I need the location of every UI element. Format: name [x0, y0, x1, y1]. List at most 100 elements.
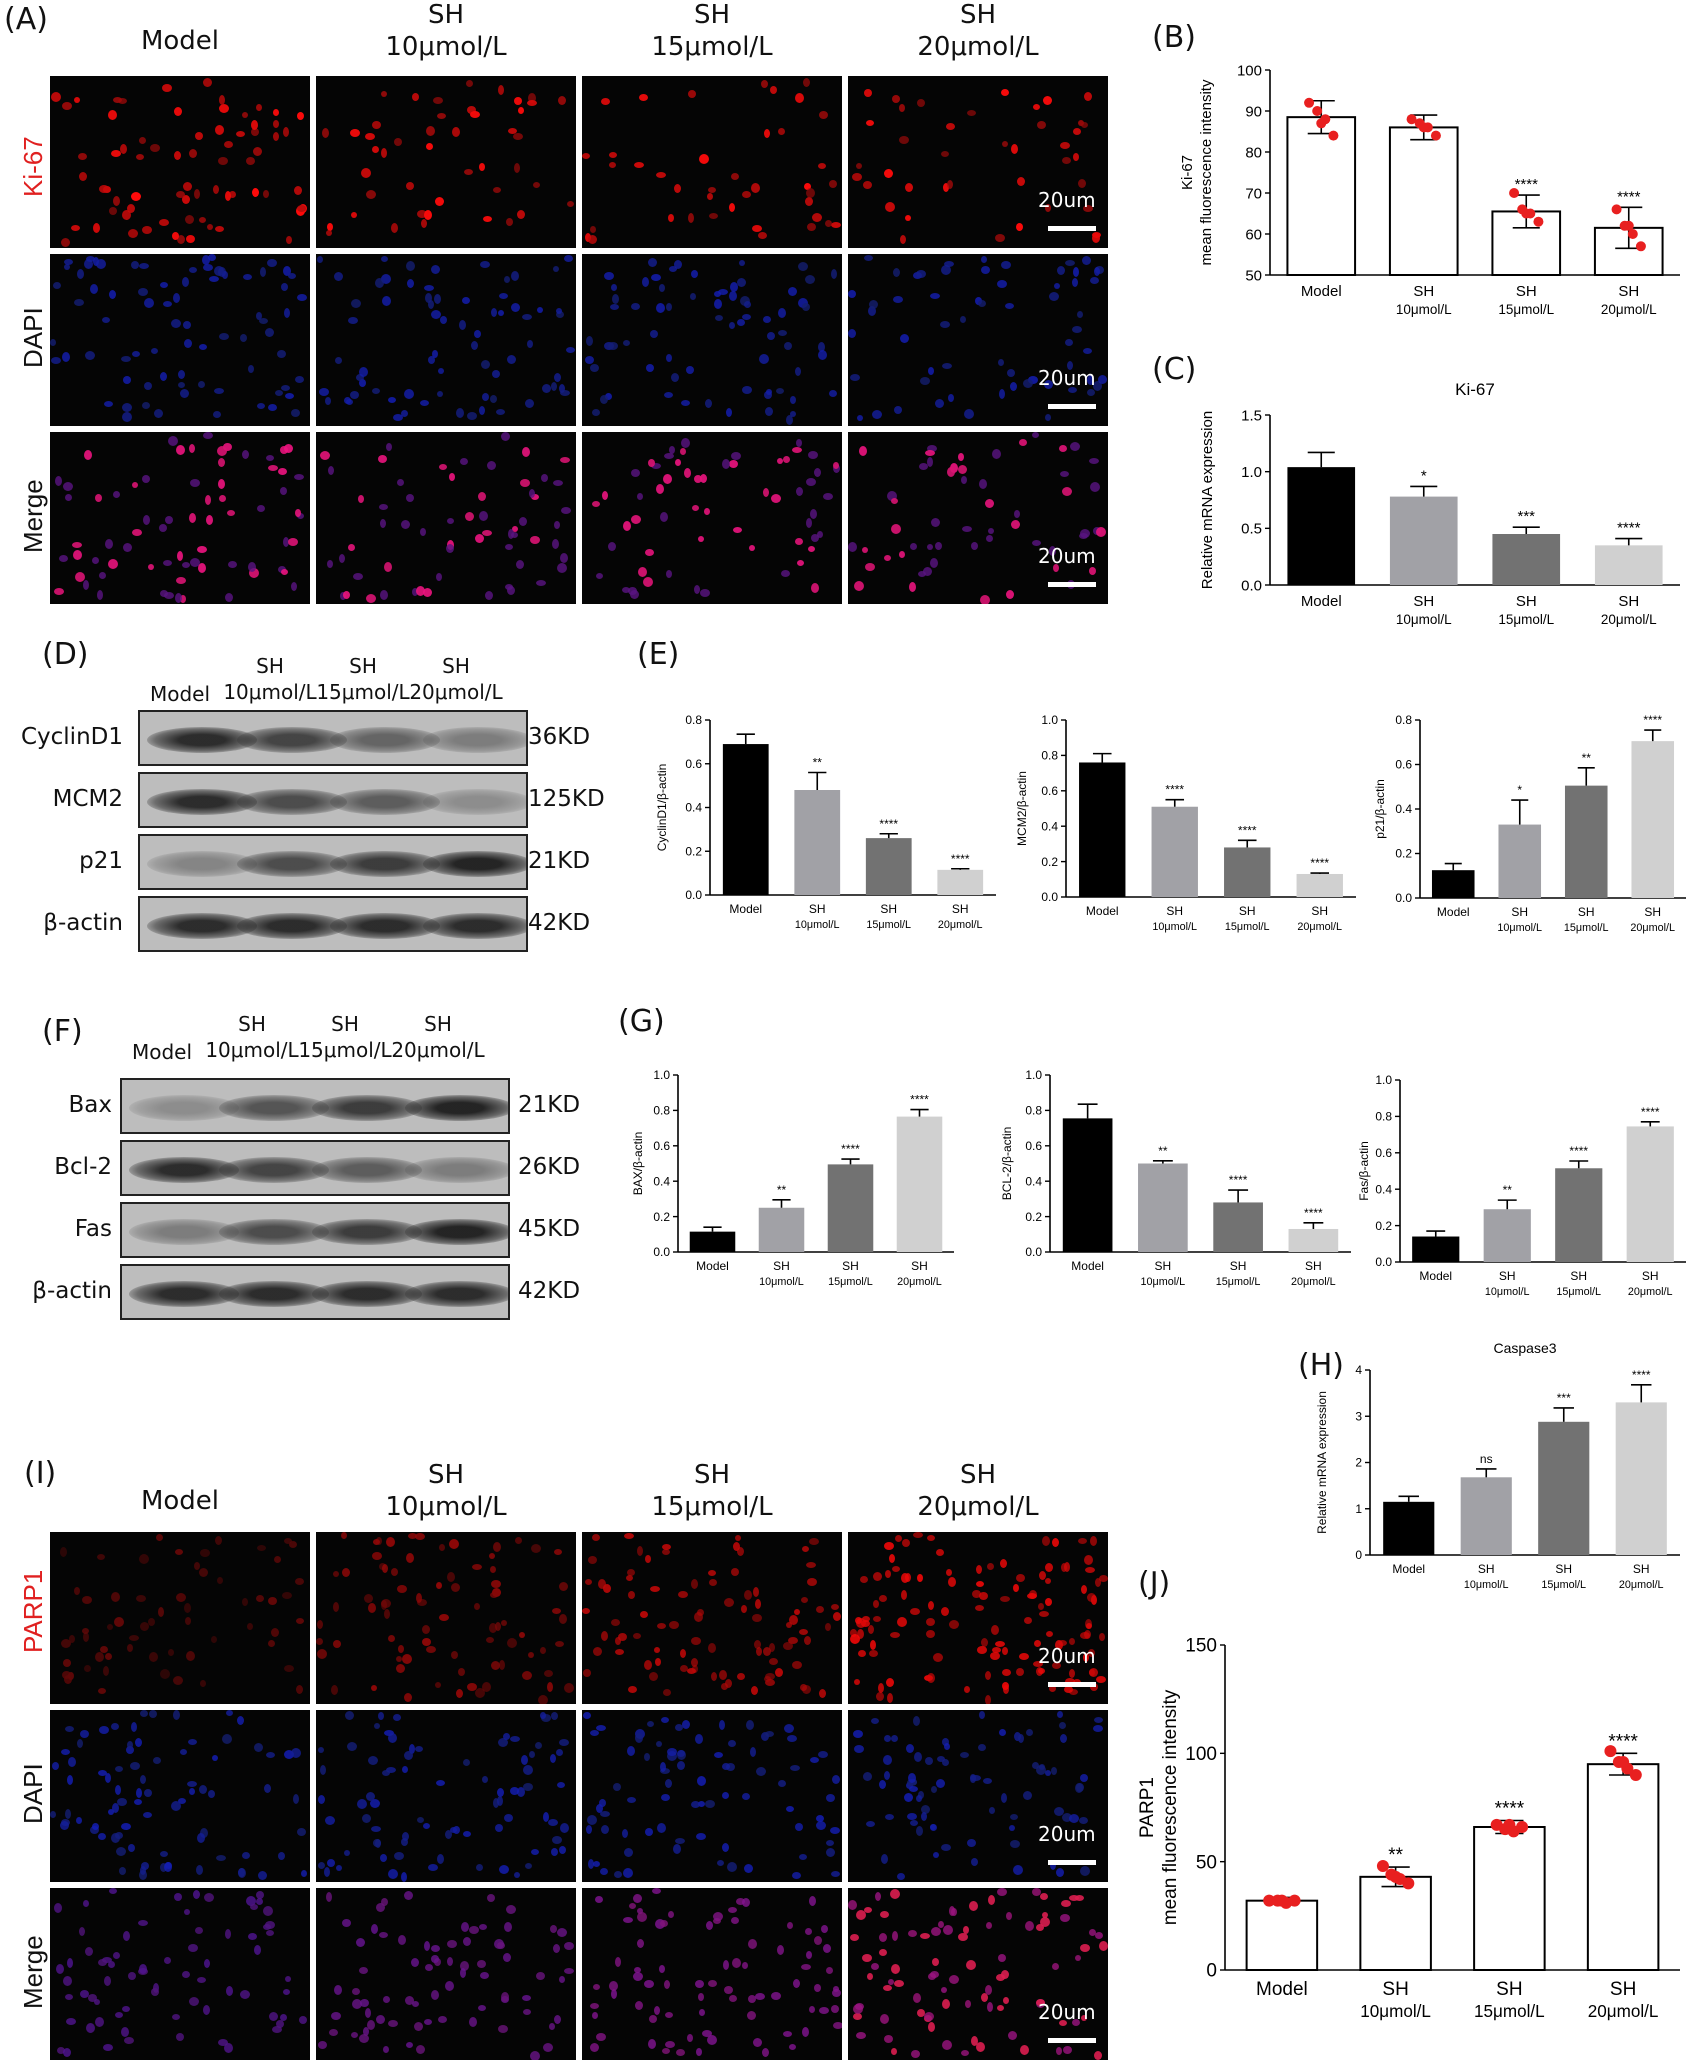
micrograph-dapi-2 — [582, 254, 842, 426]
bar — [1626, 1126, 1674, 1262]
micrograph-dapi-0 — [50, 1710, 310, 1882]
x-tick-label: SH — [1642, 1269, 1659, 1283]
data-point — [1328, 130, 1339, 141]
bar — [1389, 496, 1458, 585]
blot-strip-2 — [138, 834, 528, 890]
bar — [1564, 785, 1608, 898]
y-tick-label: 0.6 — [685, 757, 702, 771]
x-tick-label: SH — [952, 902, 969, 916]
column-header-2-line2: 15μmol/L — [651, 1492, 773, 1522]
y-tick-label: 0.2 — [1025, 1210, 1042, 1224]
x-tick-label: SH — [1610, 1979, 1636, 2000]
protein-label-3: β-actin — [43, 910, 123, 936]
mw-label-1: 26KD — [518, 1154, 581, 1180]
x-tick-label: 15μmol/L — [1216, 1276, 1261, 1288]
lane-label-2-line1: SH — [349, 654, 377, 678]
bar — [896, 1116, 943, 1252]
x-tick-label: Model — [1301, 283, 1342, 300]
x-tick-label: SH — [1413, 593, 1434, 610]
micrograph-parp1-3: 20um — [848, 1532, 1108, 1704]
x-tick-label: Model — [1437, 905, 1470, 919]
column-header-2-line1: SH — [693, 0, 731, 30]
y-axis-label: Fas/β-actin — [1357, 1141, 1371, 1201]
bar — [1555, 1168, 1603, 1262]
data-point — [1629, 1769, 1642, 1781]
y-tick-label: 0.6 — [1395, 758, 1412, 772]
x-tick-label: SH — [1499, 1269, 1516, 1283]
row-label-dapi: DAPI — [18, 307, 48, 368]
x-tick-label: SH — [773, 1259, 790, 1273]
x-tick-label: SH — [1633, 1562, 1650, 1576]
column-header-3-line1: SH — [959, 1460, 997, 1490]
x-tick-label: 10μmol/L — [759, 1276, 804, 1288]
y-tick-label: 4 — [1355, 1363, 1362, 1377]
significance-label: ns — [1480, 1452, 1493, 1466]
data-point — [1312, 106, 1323, 116]
column-header-2-line1: SH — [693, 1460, 731, 1490]
x-tick-label: SH — [880, 902, 897, 916]
bar — [1460, 1477, 1512, 1555]
y-tick-label: 70 — [1245, 185, 1262, 202]
significance-label: **** — [1238, 823, 1257, 837]
significance-label: ** — [1388, 1845, 1403, 1866]
chart-e-mcm2: 0.0 0.2 0.4 0.6 0.8 1.0 MCM2/β-actin Model **** S… — [1015, 713, 1356, 933]
micrograph-merge-3: 20um — [848, 1888, 1108, 2060]
bar — [1412, 1236, 1460, 1262]
bar — [1483, 1209, 1531, 1262]
significance-label: * — [1421, 467, 1427, 484]
chart-j-parp1-intensity: 0 50 100 150 PARP1 mean fluorescence intensit… — [1137, 1636, 1680, 2021]
significance-label: **** — [1617, 520, 1641, 537]
blot-band — [405, 1281, 508, 1307]
y-tick-label: 100 — [1185, 1744, 1217, 1765]
chart-title: Caspase3 — [1493, 1340, 1556, 1356]
mw-label-2: 21KD — [528, 848, 591, 874]
data-point — [1288, 1894, 1301, 1907]
row-label-dapi: DAPI — [18, 1763, 48, 1824]
x-tick-label: SH — [1478, 1562, 1495, 1576]
bar — [1615, 1402, 1667, 1555]
x-tick-label: 15μmol/L — [1556, 1286, 1601, 1298]
x-tick-label: SH — [1311, 904, 1328, 918]
y-axis-label: Relative mRNA expression — [1315, 1391, 1329, 1534]
x-tick-label: 20μmol/L — [897, 1276, 942, 1288]
scale-label: 20um — [1038, 188, 1096, 212]
lane-label-2-line2: 15μmol/L — [298, 1038, 392, 1062]
x-tick-label: SH — [1618, 283, 1639, 300]
y-tick-label: 0.6 — [1041, 784, 1058, 798]
significance-label: **** — [1304, 1206, 1323, 1220]
lane-label-0: Model — [131, 1040, 193, 1064]
x-tick-label: SH — [1413, 283, 1434, 300]
y-tick-label: 0.0 — [1241, 577, 1262, 594]
row-label-merge: Merge — [18, 479, 48, 553]
blot-strip-3 — [120, 1264, 510, 1320]
blot-band — [330, 913, 440, 939]
significance-label: **** — [1515, 176, 1539, 193]
y-tick-label: 1.0 — [1025, 1068, 1042, 1082]
blot-band — [219, 1219, 329, 1245]
y-axis-label: MCM2/β-actin — [1015, 771, 1029, 846]
panel-label-a: (A) — [4, 2, 48, 37]
chart-g-bcl2: 0.0 0.2 0.4 0.6 0.8 1.0 BCL-2/β-actin Model ** SH… — [1000, 1068, 1351, 1288]
panel-label-e: (E) — [637, 637, 680, 672]
y-tick-label: 0.0 — [1041, 890, 1058, 904]
bar — [937, 869, 984, 895]
y-axis-label: Ki-67 — [1179, 155, 1196, 190]
y-tick-label: 60 — [1245, 226, 1262, 243]
lane-label-2-line2: 15μmol/L — [316, 680, 410, 704]
protein-label-3: β-actin — [32, 1278, 112, 1304]
significance-label: **** — [1641, 1105, 1660, 1119]
lane-label-1-line1: SH — [256, 654, 284, 678]
blot-strip-0 — [120, 1078, 510, 1134]
significance-label: **** — [910, 1093, 929, 1107]
data-point — [1617, 1756, 1630, 1768]
y-tick-label: 0.0 — [1375, 1255, 1392, 1269]
y-tick-label: 0.8 — [1041, 749, 1058, 763]
lane-label-3-line2: 20μmol/L — [391, 1038, 485, 1062]
significance-label: ** — [813, 756, 823, 770]
bar — [1151, 806, 1198, 897]
significance-label: **** — [1229, 1173, 1248, 1187]
y-tick-label: 0.2 — [1395, 847, 1412, 861]
panel-label-b: (B) — [1152, 20, 1196, 55]
protein-label-1: MCM2 — [52, 786, 123, 812]
y-tick-label: 2 — [1355, 1456, 1362, 1470]
